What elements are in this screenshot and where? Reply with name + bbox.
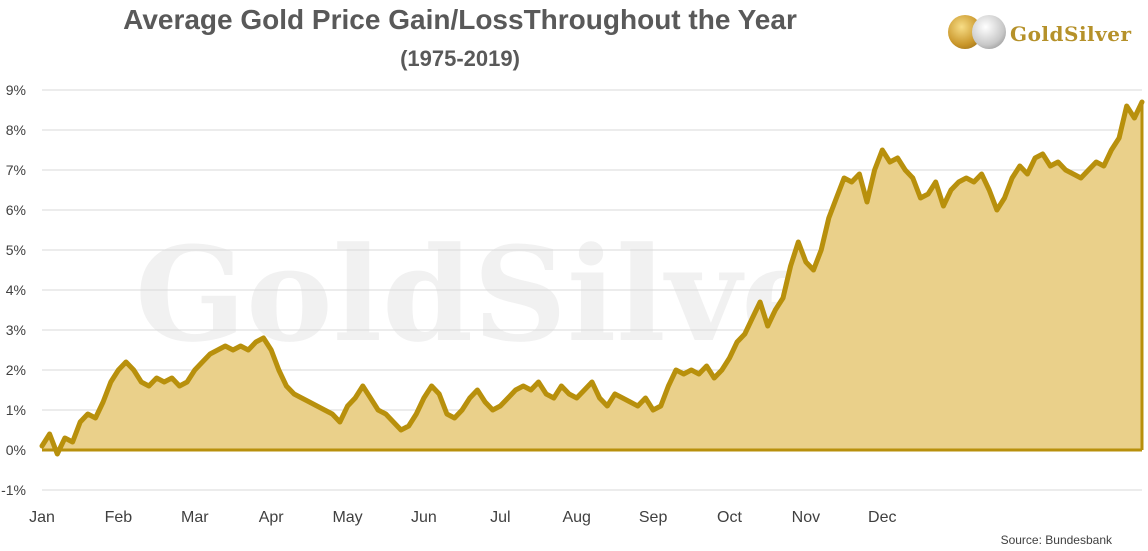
x-tick-label: Feb [105,509,133,526]
x-tick-label: Jun [411,509,437,526]
series-line [39,99,1145,457]
y-tick-label: 9% [6,82,26,98]
y-tick-label: 8% [6,122,26,138]
source-note: Source: Bundesbank [1000,533,1112,547]
y-tick-label: 6% [6,202,26,218]
x-tick-label: Nov [792,509,820,526]
y-tick-label: 7% [6,162,26,178]
y-tick-label: -1% [1,482,26,498]
logo-text: GoldSilver [1010,22,1132,46]
y-tick-label: 2% [6,362,26,378]
y-tick-label: 5% [6,242,26,258]
x-tick-label: Dec [868,509,896,526]
y-tick-label: 4% [6,282,26,298]
y-axis: -1% 0% 1% 2% 3% 4% 5% 6% 7% 8% 9% [1,82,26,498]
x-tick-label: Aug [562,509,590,526]
y-tick-label: 0% [6,442,26,458]
y-tick-label: 3% [6,322,26,338]
area-fill [42,102,1142,454]
x-axis: Jan Feb Mar Apr May Jun Jul Aug Sep Oct Nov Dec [29,509,896,526]
x-tick-label: Mar [181,509,209,526]
chart-subtitle: (1975-2019) [400,46,520,71]
brand-logo: GoldSilver [946,14,1136,52]
x-tick-label: Jan [29,509,55,526]
x-tick-label: May [332,509,362,526]
x-tick-label: Sep [639,509,668,526]
y-tick-label: 1% [6,402,26,418]
chart-title: Average Gold Price Gain/LossThroughout t… [123,4,797,35]
x-tick-label: Jul [490,509,510,526]
silver-coin-icon [972,15,1006,49]
x-tick-label: Apr [259,509,285,526]
x-tick-label: Oct [717,509,742,526]
